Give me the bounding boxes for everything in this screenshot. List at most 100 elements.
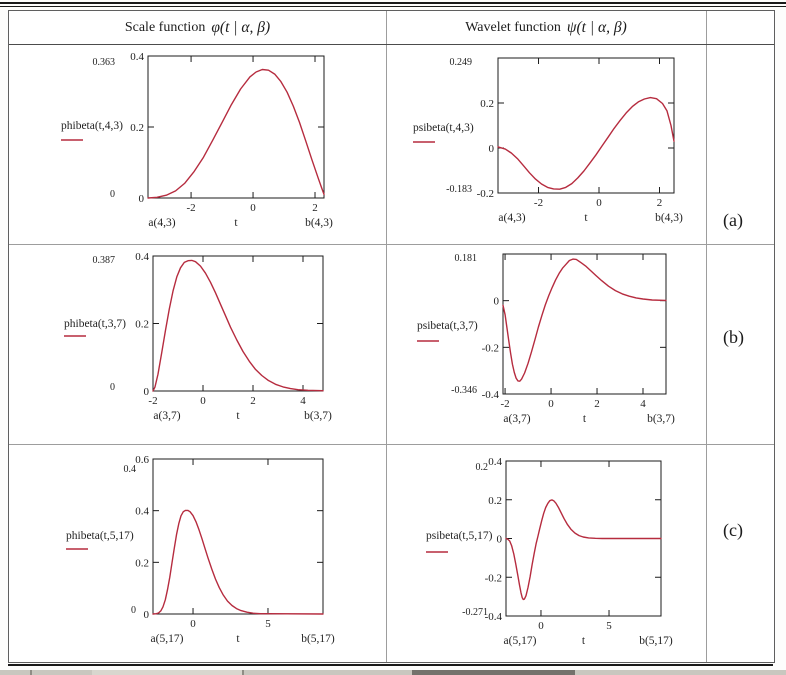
plot-frame [497,57,675,194]
x-tick-label: 0 [190,618,196,630]
limit-marker-bottom: -0.183 [446,184,472,195]
plot-frame [152,255,324,392]
curve [505,499,662,601]
y-tick-label: 0 [144,609,150,621]
x-tick-label: 5 [606,620,612,632]
column-divider-1 [386,11,387,662]
limit-marker-bottom: 0 [110,382,115,393]
x-axis-label-right: b(5,17) [639,635,673,647]
x-tick-label: 2 [250,395,256,407]
y-tick-label: 0.4 [135,251,149,263]
row-label-a: (a) [723,210,743,230]
y-tick-label: 0.2 [480,98,494,110]
taskbar-strip [0,670,786,675]
x-axis-label-var: t [584,212,588,224]
x-axis-label-left: a(4,3) [148,217,175,229]
y-tick-label: 0.2 [135,319,149,331]
scale-plot-a: -2 0 2 0.4 0.2 0 0.363 0 phibeta(t,4,3) a(4,3) t b(… [61,51,333,229]
plot-frame [152,458,324,615]
taskbar-divider-2 [242,670,244,675]
legend-label: psibeta(t,3,7) [417,320,478,332]
plot-frame [147,55,325,199]
limit-marker-top: 0.387 [93,255,116,266]
x-tick-label: 0 [596,197,602,209]
y-tick-label: 0.2 [488,495,502,507]
x-axis-label-var: t [582,635,586,647]
header-scale-prefix: Scale function [124,19,206,35]
curve [147,68,325,199]
x-axis-label-var: t [236,633,240,645]
limit-marker-bottom: 0 [110,189,115,200]
header-cell-wavelet-function: Wavelet function ψ(t | α, β) [386,11,706,44]
y-tick-label: 0.4 [135,506,149,518]
x-tick-label: 2 [657,197,663,209]
limit-marker-bottom: 0 [131,605,136,616]
x-axis-label-right: b(3,7) [304,410,332,422]
y-tick-label: -0.2 [485,572,502,584]
y-tick-label: 0.4 [130,51,144,63]
x-tick-label: -2 [148,395,157,407]
header-scale-formula: φ(t | α, β) [211,18,271,36]
y-tick-label: -0.2 [477,188,494,200]
legend-label: phibeta(t,4,3) [61,120,123,132]
figure-table: Scale function φ(t | α, β) Wavelet funct… [8,10,775,663]
x-tick-label: 0 [548,398,554,410]
y-tick-label: 0.4 [488,456,502,468]
limit-marker-bottom: -0.346 [451,385,477,396]
row-divider-1 [9,244,774,245]
y-tick-label: 0 [139,193,145,205]
limit-marker-top: 0.4 [124,464,137,475]
x-axis-label-left: a(5,17) [504,635,537,647]
x-axis-label-right: b(3,7) [647,413,675,425]
x-axis-label-right: b(4,3) [305,217,333,229]
header-cell-scale-function: Scale function φ(t | α, β) [9,11,386,44]
limit-marker-bottom: -0.271 [462,607,488,618]
x-axis-label-var: t [583,413,587,425]
x-tick-label: 2 [312,202,318,214]
x-axis-label-left: a(4,3) [498,212,525,224]
y-tick-label: 0.2 [135,557,149,569]
x-tick-label: 4 [640,398,646,410]
taskbar-divider-1 [30,670,32,675]
taskbar-segment-dark [412,670,575,675]
wavelet-plot-c: 0 50.40.20-0.2-0.40.2-0.271psibeta(t,5,17… [426,456,673,647]
limit-marker-top: 0.181 [455,253,478,264]
x-tick-label: -2 [500,398,509,410]
x-tick-label: 2 [594,398,600,410]
y-tick-label: 0 [489,143,495,155]
row-label-b: (b) [723,327,744,347]
header-wavelet-prefix: Wavelet function [465,19,561,35]
x-axis-label-left: a(3,7) [503,413,530,425]
y-tick-label: 0 [494,296,500,308]
y-tick-label: 0.6 [135,454,149,466]
x-tick-label: 4 [300,395,306,407]
row-label-c: (c) [723,520,743,540]
limit-marker-top: 0.249 [450,57,473,68]
x-tick-label: 0 [200,395,206,407]
x-axis-label-var: t [236,410,240,422]
top-double-rule-inner [0,6,786,7]
y-tick-label: -0.4 [485,611,503,623]
y-tick-label: -0.2 [482,342,499,354]
header-cell-row-labels [706,11,774,44]
y-tick-label: 0 [144,386,150,398]
x-tick-label: -2 [534,197,543,209]
plot-frame [502,253,667,395]
column-divider-2 [706,11,707,662]
x-tick-label: 5 [265,618,271,630]
curve [152,259,324,392]
top-double-rule-outer [0,2,786,4]
x-tick-label: 0 [538,620,544,632]
x-axis-label-right: b(4,3) [655,212,683,224]
x-axis-label-var: t [234,217,238,229]
x-axis-label-right: b(5,17) [301,633,335,645]
legend-label: phibeta(t,5,17) [66,530,134,542]
x-tick-label: 0 [250,202,256,214]
curve [497,96,675,190]
row-divider-2 [9,444,774,445]
legend-label: psibeta(t,5,17) [426,530,493,542]
header-wavelet-formula: ψ(t | α, β) [566,18,627,36]
